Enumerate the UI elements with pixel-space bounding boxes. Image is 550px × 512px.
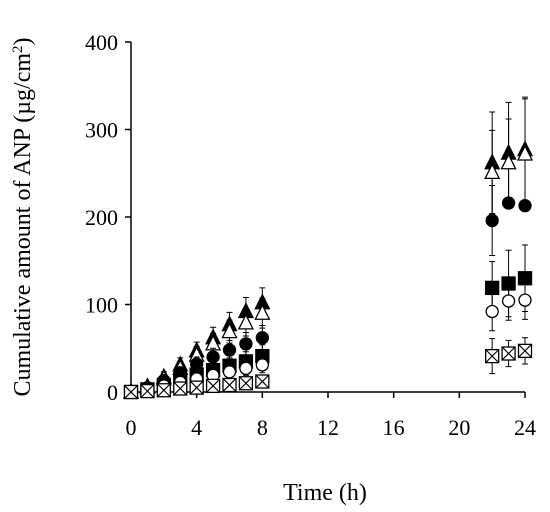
data-point-circle-open <box>239 361 253 376</box>
data-point-circle-filled <box>485 213 499 228</box>
marker-cross <box>156 383 171 398</box>
y-tick-label: 0 <box>107 380 118 405</box>
marker-cross <box>140 384 155 399</box>
x-tick-label: 0 <box>126 415 137 440</box>
data-point-circle-filled <box>255 331 269 345</box>
x-tick-label: 16 <box>383 415 405 440</box>
marker-cross <box>485 349 500 364</box>
marker-cross <box>189 380 204 395</box>
y-axis-title-end: ) <box>10 37 36 45</box>
y-axis-title-superscript: 2 <box>10 45 26 53</box>
marker-cross <box>255 374 270 389</box>
y-tick-label: 100 <box>85 293 118 318</box>
data-point-triangle-open <box>484 162 501 180</box>
data-point-circle-filled <box>518 198 532 213</box>
y-axis-title-main: Cumulative amount of ANP (µg/cm <box>10 53 36 397</box>
data-point-square-crossed <box>517 343 533 359</box>
data-point-circle-open <box>485 304 499 319</box>
series-square-filled <box>123 244 533 400</box>
marker-cross <box>124 385 138 399</box>
y-ticks: 0 100 200 300 400 <box>85 30 131 405</box>
data-point-circle-open <box>501 294 516 308</box>
data-point-square-crossed <box>222 377 237 393</box>
data-point-circle-open <box>255 358 269 372</box>
data-point-circle-open <box>518 293 532 307</box>
x-axis-title: Time (h) <box>283 480 367 506</box>
marker-cross <box>173 381 188 396</box>
series-square-crossed <box>123 337 533 400</box>
data-point-square-crossed <box>173 381 188 396</box>
marker-cross <box>518 343 532 358</box>
data-point-square-crossed <box>156 383 171 398</box>
marker-cross <box>501 346 516 361</box>
y-axis-title: Cumulative amount of ANP (µg/cm2) <box>10 37 36 396</box>
x-tick-label: 24 <box>514 415 536 440</box>
x-ticks: 0 4 8 12 16 20 24 <box>126 392 536 440</box>
series-triangle-open <box>122 96 534 399</box>
data-point-triangle-open <box>221 322 238 339</box>
data-point-square-crossed <box>205 378 221 394</box>
data-point-circle-filled <box>501 196 516 210</box>
data-point-square-crossed <box>189 380 204 395</box>
series-triangle-filled <box>122 98 534 399</box>
y-tick-label: 200 <box>85 205 118 230</box>
axes <box>130 42 525 393</box>
marker-cross <box>238 376 253 391</box>
data-point-square-crossed <box>123 384 139 400</box>
y-tick-label: 400 <box>85 30 118 55</box>
data-point-square-crossed <box>485 348 500 364</box>
data-point-circle-filled <box>206 350 220 364</box>
x-tick-label: 12 <box>317 415 339 440</box>
marker-cross <box>206 378 221 393</box>
series-circle-open <box>124 280 532 399</box>
data-point-triangle-open <box>237 313 254 330</box>
data-point-square-crossed <box>501 346 516 361</box>
data-point-circle-open <box>222 365 237 379</box>
data-point-square-crossed <box>238 376 254 391</box>
series-layer <box>122 96 534 400</box>
data-point-circle-filled <box>222 343 237 357</box>
series-circle-filled <box>124 185 532 399</box>
data-point-square-crossed <box>255 374 270 389</box>
data-point-circle-filled <box>239 337 253 351</box>
data-point-triangle-open <box>516 144 534 161</box>
y-tick-label: 300 <box>85 118 118 143</box>
x-tick-label: 4 <box>191 415 202 440</box>
marker-cross <box>222 378 237 392</box>
data-point-triangle-open <box>500 153 517 170</box>
x-tick-label: 20 <box>448 415 470 440</box>
data-point-triangle-open <box>254 303 271 320</box>
x-tick-label: 8 <box>257 415 268 440</box>
data-point-square-crossed <box>140 383 155 399</box>
